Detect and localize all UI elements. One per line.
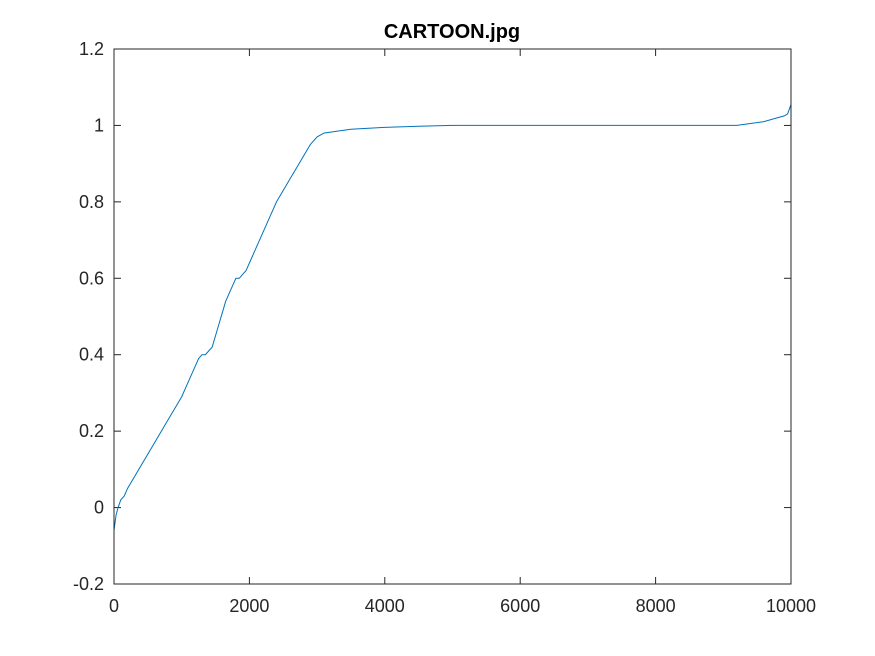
axes-box: [113, 48, 792, 585]
chart-title: CARTOON.jpg: [384, 21, 520, 43]
y-tick-label: 0.4: [79, 345, 104, 365]
y-tick-label: -0.2: [73, 574, 104, 594]
x-tick-label: 6000: [500, 596, 540, 616]
x-tick-label: 10000: [766, 596, 816, 616]
y-tick-label: 0.6: [79, 268, 104, 288]
y-tick-label: 1.2: [79, 39, 104, 59]
series-line: [113, 104, 792, 531]
x-tick-label: 2000: [229, 596, 269, 616]
x-tick-label: 4000: [365, 596, 405, 616]
x-tick-labels: 0 2000 4000 6000 8000 10000: [109, 596, 816, 616]
y-tick-label: 1: [94, 115, 104, 135]
y-tick-label: 0: [94, 498, 104, 518]
x-tick-label: 0: [109, 596, 119, 616]
x-tick-label: 8000: [636, 596, 676, 616]
y-tick-labels: -0.2 0 0.2 0.4 0.6 0.8 1 1.2: [73, 39, 104, 594]
plot-area: [114, 49, 791, 584]
y-tick-label: 0.8: [79, 192, 104, 212]
y-tick-label: 0.2: [79, 421, 104, 441]
